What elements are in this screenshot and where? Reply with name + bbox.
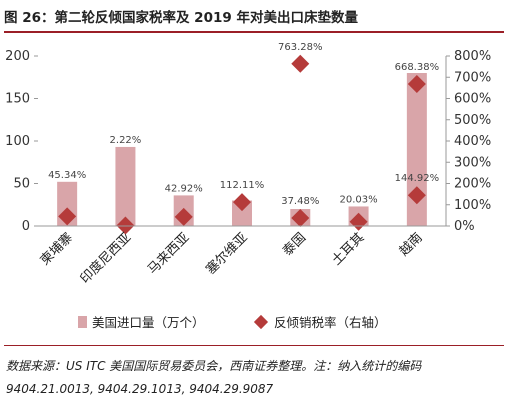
data-label-0: 45.34%	[48, 170, 86, 181]
extra-data-label-0: 763.28%	[278, 42, 323, 53]
right-tick-label-4: 400%	[454, 134, 491, 149]
marker-3	[233, 193, 251, 212]
category-label-2: 马来西亚	[145, 230, 192, 277]
marker-6	[407, 74, 426, 93]
category-label-0: 柬埔寨	[37, 230, 76, 269]
left-axis: 0 50 100 150 200	[5, 49, 38, 234]
category-label-1: 印度尼西亚	[77, 230, 134, 287]
chart-title: 图 26：第二轮反倾国家税率及 2019 年对美出口床垫数量	[4, 10, 358, 26]
legend-item-markers: 反倾销税率（右轴）	[253, 312, 387, 331]
extra-marker-1	[407, 186, 426, 205]
legend-marker-label: 反倾销税率（右轴）	[274, 315, 387, 330]
right-tick-label-0: 0%	[454, 219, 475, 234]
left-tick-label-4: 200	[5, 49, 30, 64]
extra-marker-0	[291, 54, 310, 73]
bar-3	[232, 200, 252, 226]
data-label-5: 20.03%	[340, 194, 378, 205]
data-label-6: 668.38%	[395, 62, 440, 73]
data-label-1: 2.22%	[110, 135, 142, 146]
marker-0	[58, 207, 77, 226]
right-tick-label-8: 800%	[454, 49, 491, 64]
left-tick-label-0: 0	[22, 219, 30, 234]
source-note: 数据来源：US ITC 美国国际贸易委员会，西南证券整理。注：纳入统计的编码94…	[6, 359, 422, 396]
right-tick-label-7: 700%	[454, 70, 491, 85]
source-divider	[4, 345, 504, 346]
left-tick-label-1: 50	[13, 177, 30, 192]
right-tick-label-1: 100%	[454, 198, 491, 213]
chart-plot: 0 50 100 150 200 0% 100% 200% 300% 400% 500% 600% 7…	[5, 42, 491, 287]
category-label-5: 土耳其	[329, 230, 367, 268]
legend-bar-swatch	[78, 315, 87, 328]
data-label-2: 42.92%	[165, 183, 203, 194]
category-label-3: 塞尔维亚	[203, 230, 251, 278]
bar-1	[115, 146, 136, 226]
title-divider	[4, 31, 504, 33]
bar-6	[406, 73, 427, 226]
legend-diamond-swatch	[253, 314, 269, 329]
left-tick-label-3: 150	[5, 92, 30, 107]
marker-2	[174, 207, 193, 226]
legend-bar-label: 美国进口量（万个）	[92, 315, 205, 330]
right-tick-label-2: 200%	[454, 177, 491, 192]
category-labels: 柬埔寨 印度尼西亚 马来西亚 塞尔维亚 泰国 土耳其 越南	[37, 230, 426, 287]
marker-4	[291, 209, 310, 228]
data-label-4: 37.48%	[281, 196, 319, 207]
right-tick-label-5: 500%	[454, 113, 491, 128]
category-label-4: 泰国	[280, 230, 309, 259]
legend-item-bars: 美国进口量（万个）	[78, 312, 205, 331]
right-tick-label-6: 600%	[454, 92, 491, 107]
right-tick-label-3: 300%	[454, 155, 491, 170]
data-label-3: 112.11%	[220, 180, 265, 191]
legend: 美国进口量（万个） 反倾销税率（右轴）	[60, 312, 500, 332]
data-labels: 45.34% 2.22% 42.92% 112.11% 37.48% 20.03% 668.…	[48, 42, 439, 207]
extra-data-label-1: 144.92%	[395, 173, 440, 184]
left-tick-label-2: 100	[5, 134, 30, 149]
category-label-6: 越南	[396, 230, 426, 260]
right-axis: 0% 100% 200% 300% 400% 500% 600% 700% 800%	[445, 49, 491, 234]
